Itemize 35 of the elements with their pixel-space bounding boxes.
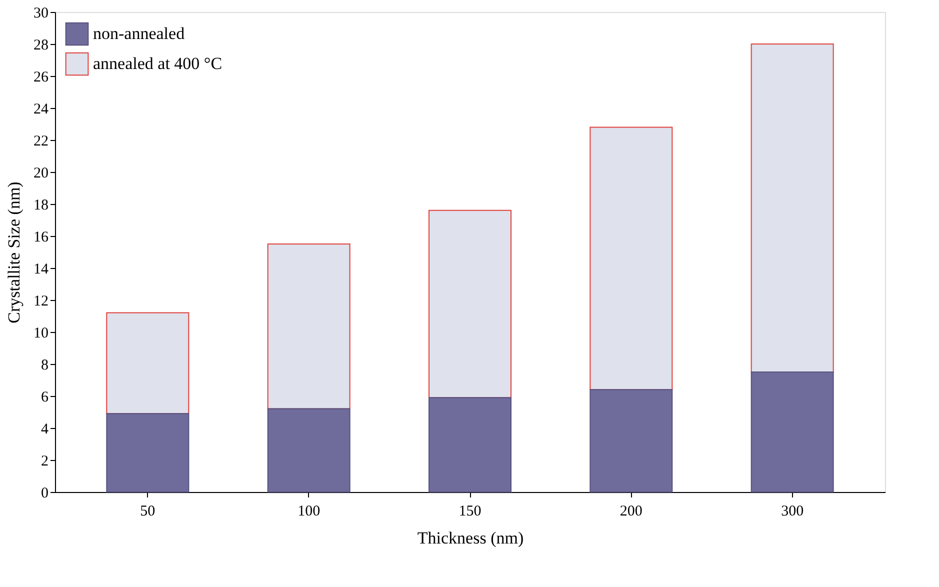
y-tick-label: 14	[34, 262, 49, 278]
y-axis-title: Crystallite Size (nm)	[4, 182, 24, 324]
x-tick-label: 300	[781, 504, 804, 520]
y-tick-label: 8	[41, 358, 48, 374]
bar	[106, 312, 190, 414]
y-tick-label: 16	[34, 230, 49, 246]
bar	[267, 244, 350, 410]
bar	[750, 44, 834, 372]
y-tick-label: 22	[34, 134, 48, 150]
y-tick-label: 12	[34, 294, 48, 310]
bar	[428, 210, 512, 398]
x-axis-title: Thickness (nm)	[417, 528, 524, 548]
y-tick-label: 30	[34, 6, 48, 22]
bar	[106, 413, 190, 492]
legend-label: annealed at 400 °C	[93, 54, 222, 73]
bar	[590, 389, 673, 492]
y-tick-label: 0	[41, 486, 48, 502]
bar	[590, 126, 673, 390]
bar	[428, 397, 512, 492]
x-tick-label: 50	[140, 504, 156, 520]
bar	[750, 372, 834, 492]
y-tick-label: 2	[41, 454, 48, 470]
x-tick-label: 200	[620, 504, 642, 520]
y-tick-label: 20	[34, 166, 48, 182]
y-tick-label: 26	[34, 70, 49, 86]
y-tick-label: 18	[34, 198, 48, 214]
x-tick-label: 100	[298, 504, 320, 520]
x-tick-label: 150	[458, 504, 482, 520]
y-tick-label: 4	[41, 422, 49, 438]
y-tick-label: 10	[34, 326, 48, 342]
y-tick-label: 6	[41, 390, 49, 406]
y-tick-label: 24	[34, 102, 49, 118]
bar	[267, 408, 350, 492]
legend-label: non-annealed	[93, 24, 186, 43]
y-tick-label: 28	[34, 38, 48, 54]
